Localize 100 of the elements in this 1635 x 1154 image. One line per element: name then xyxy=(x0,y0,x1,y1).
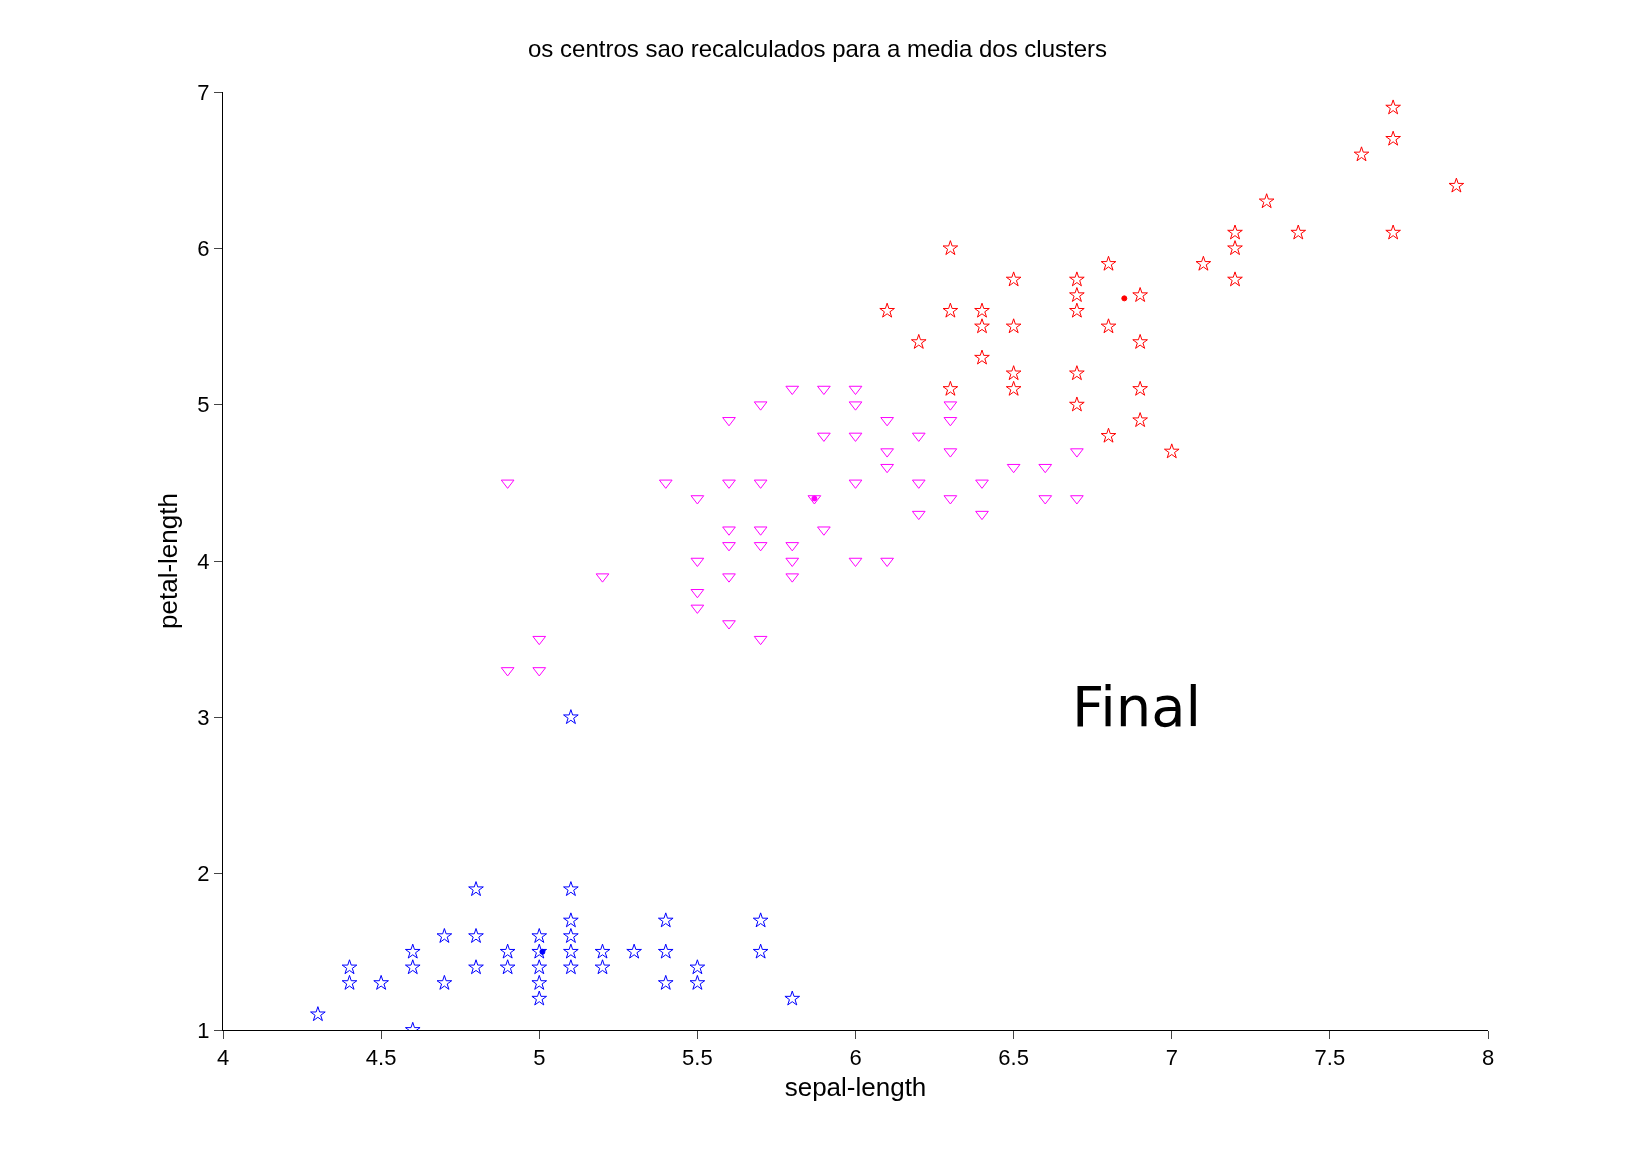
point xyxy=(1385,130,1401,146)
point xyxy=(531,974,548,990)
point xyxy=(531,943,548,959)
point xyxy=(531,928,548,943)
point xyxy=(880,557,894,567)
point xyxy=(404,959,421,975)
x-tick-label: 4 xyxy=(216,1045,230,1071)
point xyxy=(879,302,895,318)
point xyxy=(880,463,894,474)
point xyxy=(1070,495,1084,505)
y-tick-label: 4 xyxy=(197,548,210,574)
point xyxy=(657,974,674,990)
point xyxy=(563,881,579,897)
point xyxy=(722,542,736,552)
point xyxy=(499,943,516,959)
point xyxy=(1069,302,1085,318)
y-tick-label: 7 xyxy=(197,79,210,105)
point xyxy=(499,959,516,975)
point xyxy=(880,417,894,427)
y-axis-title: petal-length xyxy=(152,493,183,629)
point xyxy=(1195,255,1212,271)
point xyxy=(911,510,926,521)
point xyxy=(722,526,736,536)
point xyxy=(594,959,611,975)
x-tick-label: 7.5 xyxy=(1314,1045,1346,1071)
point xyxy=(1227,271,1243,287)
point xyxy=(817,385,831,396)
point xyxy=(910,333,927,349)
point xyxy=(1069,365,1085,381)
point xyxy=(436,974,453,990)
point xyxy=(974,318,990,334)
point xyxy=(1353,146,1370,162)
point xyxy=(722,479,736,489)
x-tick-label: 5 xyxy=(533,1045,546,1071)
y-tick-label: 5 xyxy=(197,392,210,418)
point xyxy=(785,385,800,396)
x-tick-label: 4.5 xyxy=(365,1045,397,1071)
point xyxy=(1069,396,1085,412)
point xyxy=(817,526,831,536)
point xyxy=(722,417,736,427)
point xyxy=(689,959,706,975)
point xyxy=(404,943,421,959)
point xyxy=(1006,463,1021,474)
point xyxy=(1227,240,1243,256)
point xyxy=(975,510,989,521)
point xyxy=(1100,255,1117,271)
point xyxy=(1005,380,1022,396)
point xyxy=(1258,193,1275,209)
point xyxy=(532,635,547,646)
point xyxy=(1069,271,1085,287)
x-tick-label: 6.5 xyxy=(998,1045,1029,1071)
point xyxy=(341,959,358,975)
point xyxy=(1448,177,1465,193)
point xyxy=(1005,318,1022,334)
x-tick-label: 7 xyxy=(1165,1045,1178,1071)
point xyxy=(722,573,736,583)
point xyxy=(753,635,768,646)
point xyxy=(657,943,674,959)
point xyxy=(752,912,769,928)
point xyxy=(1227,224,1243,240)
point xyxy=(1163,443,1180,459)
point xyxy=(722,620,736,630)
point xyxy=(817,432,831,442)
point xyxy=(942,302,959,318)
point xyxy=(1385,224,1401,240)
point xyxy=(468,928,484,943)
point xyxy=(563,943,579,959)
point xyxy=(1069,287,1085,302)
point xyxy=(1132,380,1148,396)
chart-title: os centros sao recalculados para a media dos clusters xyxy=(528,35,1107,63)
point xyxy=(563,959,579,975)
point xyxy=(468,959,484,975)
point xyxy=(310,1006,326,1022)
point xyxy=(975,479,989,489)
point xyxy=(942,380,959,396)
point xyxy=(531,990,548,1006)
point xyxy=(1132,333,1148,349)
point xyxy=(594,943,611,959)
point xyxy=(689,974,706,990)
y-tick-label: 1 xyxy=(197,1017,210,1043)
point xyxy=(1290,224,1307,240)
point xyxy=(1005,365,1022,381)
point xyxy=(531,959,548,975)
y-tick-label: 6 xyxy=(197,236,210,262)
y-tick-label: 3 xyxy=(197,705,210,731)
point xyxy=(880,448,894,458)
y-tick-label: 2 xyxy=(197,861,210,887)
point xyxy=(974,349,990,365)
point xyxy=(373,974,389,990)
point xyxy=(974,302,990,318)
point xyxy=(341,974,358,990)
point xyxy=(752,943,769,959)
point xyxy=(468,881,484,897)
point xyxy=(1005,271,1022,287)
x-tick-label: 6 xyxy=(849,1045,862,1071)
point xyxy=(1100,427,1117,443)
point xyxy=(1038,463,1053,474)
x-tick-label: 8 xyxy=(1481,1045,1495,1071)
point xyxy=(1070,448,1084,458)
point xyxy=(942,240,959,256)
